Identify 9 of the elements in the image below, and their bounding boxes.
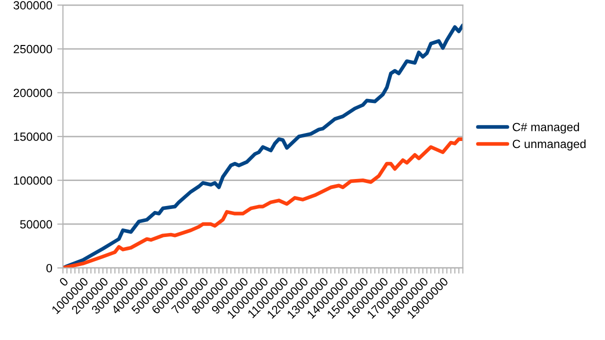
y-tick-label: 100000: [14, 176, 52, 185]
y-tick-label: 200000: [14, 88, 52, 98]
y-tick-label: 300000: [14, 1, 52, 10]
y-tick-label: 150000: [14, 132, 52, 141]
y-tick-label: 0: [46, 264, 52, 272]
legend-label: C# managed: [512, 122, 579, 134]
y-tick-label: 50000: [20, 220, 52, 229]
legend-label: C unmanaged: [512, 139, 586, 150]
y-tick-label: 250000: [14, 44, 52, 54]
